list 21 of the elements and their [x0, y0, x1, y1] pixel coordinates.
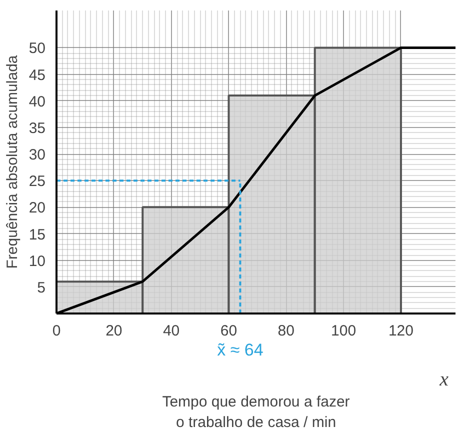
x-tick-label: 60 — [220, 322, 238, 340]
y-tick-label: 5 — [37, 279, 46, 296]
y-axis-title: Frequência absoluta acumulada — [4, 54, 21, 269]
text: x — [438, 368, 449, 390]
y-tick-label: 50 — [28, 40, 46, 58]
ref-line-label: x̃ ≈ 64 — [217, 340, 264, 360]
x-tick-label: 0 — [52, 322, 61, 340]
x-tick-label: 120 — [388, 322, 414, 340]
y-tick-label: 45 — [28, 66, 46, 84]
x-tick-label: 40 — [162, 322, 180, 340]
x-axis-title: Tempo que demorou a fazer o trabalho de casa / min — [162, 394, 350, 431]
x-tick-label: 20 — [106, 322, 122, 340]
y-tick-label: 20 — [28, 200, 46, 217]
y-tick-label: 35 — [28, 120, 46, 137]
y-tick-label: 10 — [28, 252, 46, 270]
x-tick-label: 100 — [331, 322, 356, 340]
y-tick-label: 25 — [28, 173, 46, 190]
y-tick-label: 30 — [28, 146, 46, 164]
x-tick-label: 80 — [278, 322, 294, 340]
y-tick-label: 40 — [28, 93, 46, 110]
y-tick-label: 15 — [28, 226, 46, 244]
